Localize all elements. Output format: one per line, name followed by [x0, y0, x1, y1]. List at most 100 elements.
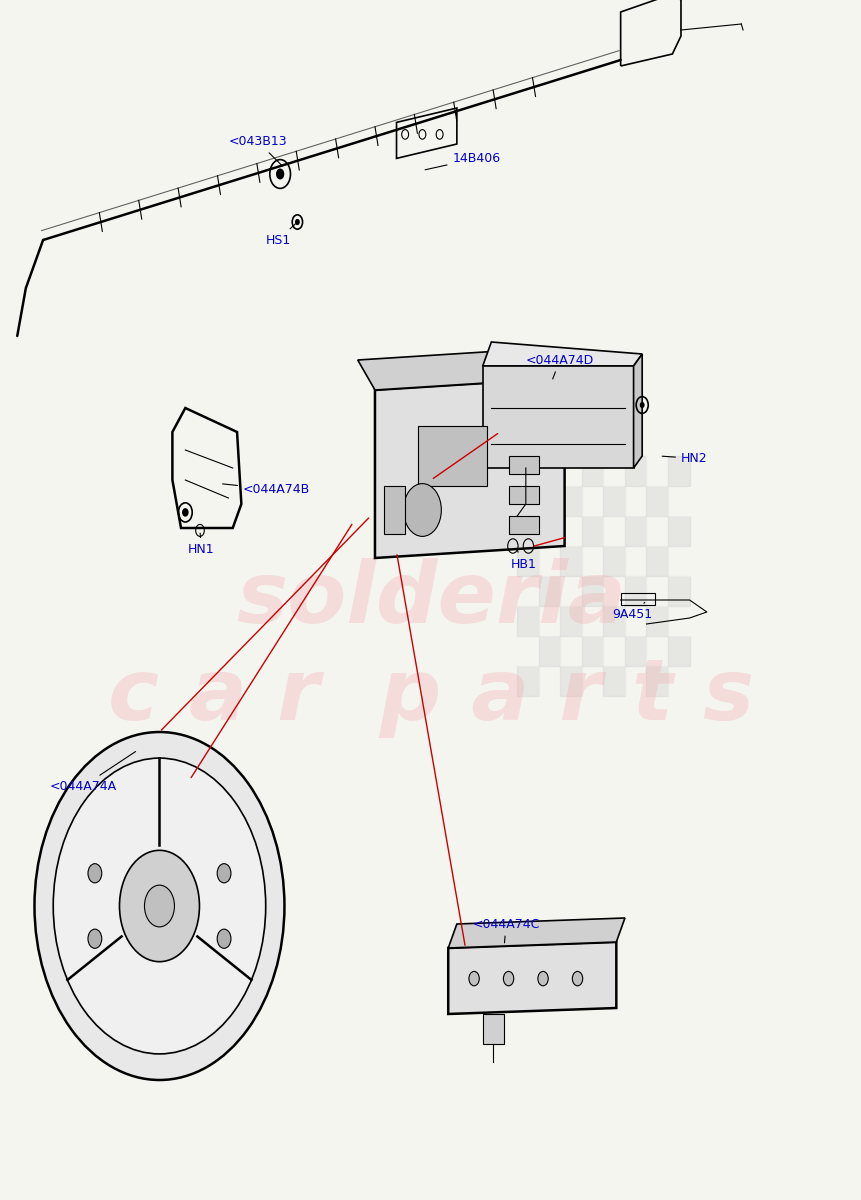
- Bar: [646, 546, 667, 576]
- Bar: [603, 666, 624, 696]
- Circle shape: [295, 220, 299, 224]
- Bar: [517, 576, 538, 606]
- Bar: [646, 666, 667, 696]
- Bar: [560, 576, 581, 606]
- Circle shape: [503, 972, 513, 986]
- Bar: [517, 636, 538, 666]
- Bar: [624, 666, 646, 696]
- Bar: [667, 486, 689, 516]
- Bar: [383, 486, 405, 534]
- Bar: [581, 516, 603, 546]
- Bar: [624, 576, 646, 606]
- Circle shape: [537, 972, 548, 986]
- Bar: [581, 636, 603, 666]
- Text: <044A74A: <044A74A: [50, 751, 135, 792]
- Text: 14B406: 14B406: [424, 152, 500, 169]
- Polygon shape: [448, 918, 624, 948]
- Bar: [517, 666, 538, 696]
- Bar: [560, 636, 581, 666]
- Circle shape: [183, 509, 188, 516]
- Text: HB1: HB1: [510, 548, 536, 570]
- Text: <044A74B: <044A74B: [222, 484, 310, 496]
- Circle shape: [120, 851, 199, 961]
- Bar: [560, 486, 581, 516]
- Text: solderia
c a r  p a r t s: solderia c a r p a r t s: [108, 558, 753, 738]
- Circle shape: [276, 169, 283, 179]
- Polygon shape: [482, 342, 641, 366]
- Bar: [667, 516, 689, 546]
- Bar: [538, 636, 560, 666]
- Circle shape: [53, 758, 265, 1054]
- Bar: [581, 666, 603, 696]
- Bar: [508, 516, 538, 534]
- Bar: [517, 456, 538, 486]
- Bar: [603, 516, 624, 546]
- Bar: [508, 456, 538, 474]
- Bar: [603, 486, 624, 516]
- Polygon shape: [357, 348, 564, 390]
- Bar: [646, 516, 667, 546]
- Bar: [624, 606, 646, 636]
- Bar: [667, 576, 689, 606]
- Bar: [560, 456, 581, 486]
- Bar: [581, 546, 603, 576]
- Bar: [517, 606, 538, 636]
- Bar: [538, 666, 560, 696]
- Text: <044A74D: <044A74D: [525, 354, 593, 379]
- Text: 9A451: 9A451: [611, 602, 652, 620]
- Polygon shape: [448, 942, 616, 1014]
- Circle shape: [88, 929, 102, 948]
- Bar: [581, 576, 603, 606]
- Circle shape: [217, 864, 231, 883]
- Bar: [538, 516, 560, 546]
- Bar: [560, 546, 581, 576]
- Bar: [624, 516, 646, 546]
- Circle shape: [403, 484, 441, 536]
- Bar: [646, 576, 667, 606]
- Bar: [581, 456, 603, 486]
- Bar: [603, 456, 624, 486]
- Circle shape: [468, 972, 479, 986]
- Text: HN1: HN1: [188, 533, 214, 556]
- Bar: [538, 606, 560, 636]
- Circle shape: [217, 929, 231, 948]
- Bar: [624, 636, 646, 666]
- Bar: [624, 546, 646, 576]
- Bar: [667, 636, 689, 666]
- Bar: [646, 636, 667, 666]
- Polygon shape: [633, 354, 641, 468]
- Bar: [603, 636, 624, 666]
- Bar: [482, 1014, 504, 1044]
- Bar: [508, 486, 538, 504]
- Bar: [667, 546, 689, 576]
- Bar: [603, 546, 624, 576]
- Text: HS1: HS1: [265, 224, 295, 246]
- Circle shape: [34, 732, 284, 1080]
- Bar: [620, 593, 654, 605]
- Bar: [418, 426, 486, 486]
- Bar: [624, 486, 646, 516]
- Bar: [646, 606, 667, 636]
- Bar: [581, 606, 603, 636]
- Bar: [624, 456, 646, 486]
- Polygon shape: [375, 378, 564, 558]
- Bar: [646, 456, 667, 486]
- Bar: [667, 606, 689, 636]
- Bar: [538, 546, 560, 576]
- Circle shape: [145, 886, 174, 926]
- Bar: [581, 486, 603, 516]
- Polygon shape: [482, 366, 633, 468]
- Bar: [667, 666, 689, 696]
- Bar: [560, 666, 581, 696]
- Bar: [560, 606, 581, 636]
- Bar: [538, 456, 560, 486]
- Circle shape: [640, 403, 643, 407]
- Bar: [603, 606, 624, 636]
- Bar: [646, 486, 667, 516]
- Circle shape: [572, 972, 582, 986]
- Bar: [538, 576, 560, 606]
- Bar: [517, 486, 538, 516]
- Circle shape: [88, 864, 102, 883]
- Text: <043B13: <043B13: [228, 136, 287, 166]
- Bar: [538, 486, 560, 516]
